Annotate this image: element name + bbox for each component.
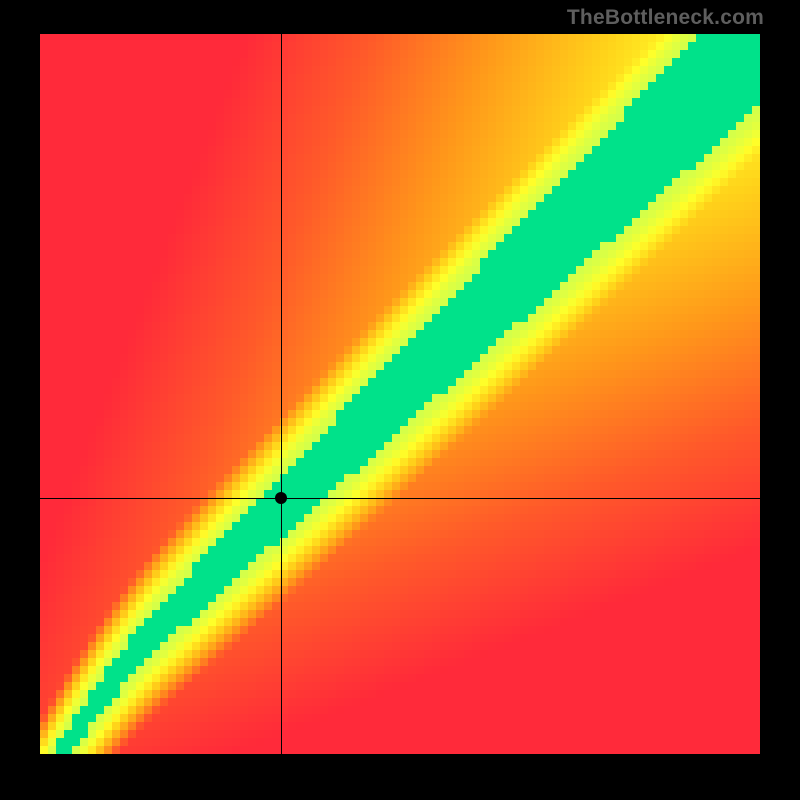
bottleneck-chart: { "watermark": { "text": "TheBottleneck.… (0, 0, 800, 800)
crosshair-vertical (281, 34, 282, 754)
heatmap-canvas (40, 34, 760, 754)
plot-area (40, 34, 760, 754)
watermark-text: TheBottleneck.com (567, 6, 764, 30)
crosshair-horizontal (40, 498, 760, 499)
